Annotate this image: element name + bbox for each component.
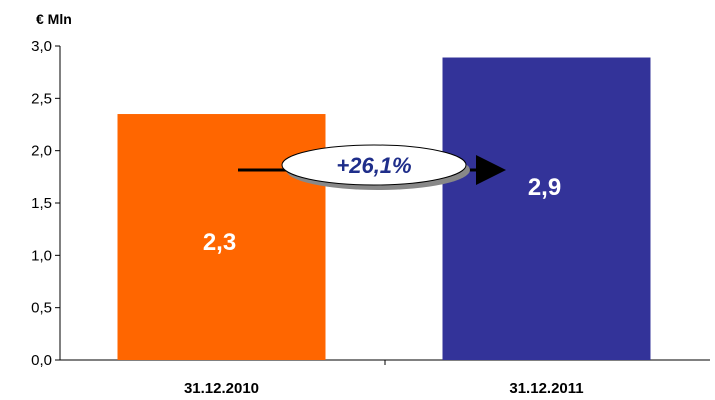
- y-tick-label: 0,0: [31, 352, 52, 369]
- bar-value-label: 2,3: [203, 229, 236, 256]
- bar: [442, 57, 651, 360]
- y-tick-label: 2,0: [31, 143, 52, 160]
- y-tick-label: 3,0: [31, 38, 52, 55]
- y-axis-unit-label: € Mln: [36, 11, 72, 27]
- growth-callout: +26,1%: [238, 144, 506, 190]
- x-tick-label: 31.12.2011: [509, 380, 583, 397]
- callout-oval: [281, 144, 467, 186]
- y-tick-label: 1,5: [31, 195, 52, 212]
- y-tick-label: 1,0: [31, 247, 52, 264]
- bar: [117, 114, 326, 361]
- bar-value-label: 2,9: [528, 174, 561, 201]
- y-tick-label: 2,5: [31, 90, 52, 107]
- y-tick-label: 0,5: [31, 300, 52, 317]
- data-labels: 2,3 2,9: [203, 174, 561, 256]
- axes: 0,0 0,5 1,0 1,5 2,0 2,5 3,0 31.12.2010 31.12.201…: [31, 38, 710, 397]
- x-tick-label: 31.12.2010: [184, 380, 259, 397]
- growth-percentage-label: +26,1%: [336, 153, 411, 178]
- bars: [117, 57, 651, 361]
